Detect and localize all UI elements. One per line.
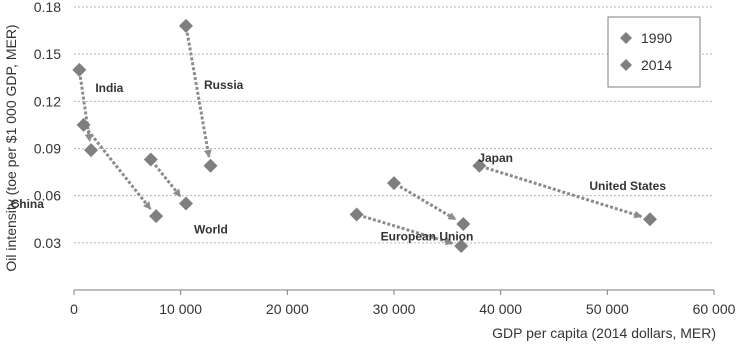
point-2014-world [179,196,193,211]
arrow-russia [185,32,212,158]
point-1990-russia [179,18,193,33]
legend-marker-1990 [620,32,632,44]
point-2014-european-union [454,238,469,253]
axes: 0.03 0.06 0.09 0.12 0.15 0.18 0 10 000 20 000 30 … [34,0,736,317]
grid-lines [74,6,714,244]
x-tick-label: 10 000 [159,301,202,317]
label-european-union: European Union [381,230,474,244]
point-1990-united-states [472,158,487,173]
arrow-japan [399,185,457,221]
point-2014-united-states [643,212,657,227]
point-2014-russia [203,158,218,173]
x-tick-label: 30 000 [373,301,416,317]
y-tick-label: 0.12 [34,93,61,109]
arrows [78,32,643,246]
x-axis-title: GDP per capita (2014 dollars, MER) [492,325,716,341]
point-1990-world [143,152,158,167]
point-2014-china [149,209,164,224]
label-russia: Russia [204,78,244,92]
legend-label-2014: 2014 [641,57,672,73]
annotations: India China Russia World Japan European Union… [11,78,667,244]
label-united-states: United States [589,179,666,193]
y-tick-label: 0.06 [34,188,61,204]
data-points [72,18,657,253]
legend-label-1990: 1990 [641,30,672,46]
point-1990-european-union [349,207,364,222]
point-1990-india [72,62,87,77]
point-1990-china [76,117,91,132]
x-tick-label: 0 [70,301,78,317]
label-china: China [11,197,45,211]
point-2014-japan [456,216,471,231]
arrow-china [86,129,152,210]
point-1990-japan [387,176,401,191]
point-2014-india [84,143,99,158]
y-tick-label: 0.09 [34,141,61,157]
label-japan: Japan [478,151,513,165]
legend: 1990 2014 [607,16,701,88]
y-tick-label: 0.15 [34,46,61,62]
x-tick-label: 50 000 [586,301,629,317]
arrow-european-union [362,215,454,246]
x-tick-label: 20 000 [266,301,309,317]
y-tick-label: 0.18 [34,0,61,15]
x-tick-label: 60 000 [693,301,736,317]
arrow-world [153,164,182,198]
y-tick-label: 0.03 [34,235,61,251]
arrow-india [78,76,93,143]
x-tick-label: 40 000 [479,301,522,317]
arrow-united-states [485,166,643,219]
legend-box [607,16,701,88]
label-india: India [95,81,123,95]
legend-marker-2014 [620,59,632,71]
label-world: World [194,223,228,237]
y-axis-title: Oil intensity (toe per $1 000 GDP, MER) [3,24,19,271]
